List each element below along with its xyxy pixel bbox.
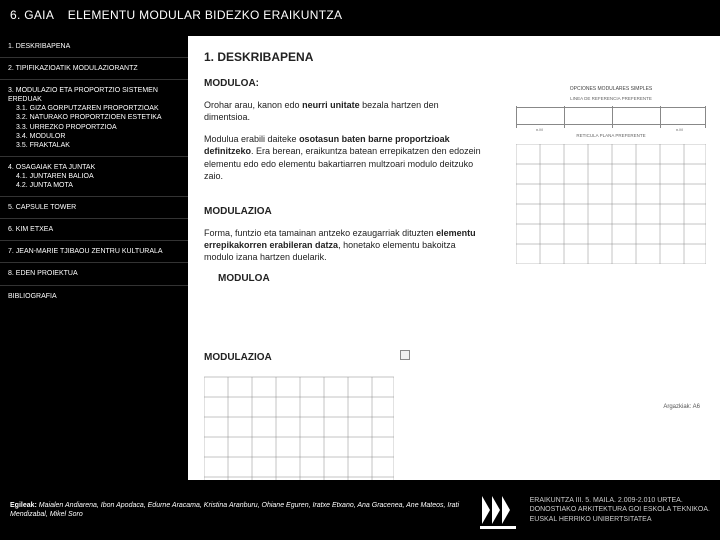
image-credits: Argazkiak: A6 (663, 404, 700, 410)
nav-sub: 4.1. JUNTAREN BALIOA (8, 172, 180, 181)
diagram-title: OPCIONES MODULARES SIMPLES (516, 86, 706, 92)
nav-item-4[interactable]: 4. OSAGAIAK ETA JUNTAK 4.1. JUNTAREN BAL… (0, 157, 188, 197)
main-content: 1. DESKRIBAPENA MODULOA: Orohar arau, ka… (188, 36, 720, 480)
course-line: EUSKAL HERRIKO UNIBERTSITATEA (530, 515, 710, 524)
nav-item-5[interactable]: 5. CAPSULE TOWER (0, 197, 188, 219)
line-diagram: n.M n.M (516, 107, 706, 125)
course-line: ERAIKUNTZA III. 5. MAILA. 2.009-2.010 UR… (530, 496, 710, 505)
small-square-icon (400, 350, 410, 360)
chapter-title: ELEMENTU MODULAR BIDEZKO ERAIKUNTZA (68, 8, 343, 22)
section-label-moduloa: MODULOA: (204, 78, 484, 89)
nav-item-6[interactable]: 6. KIM ETXEA (0, 219, 188, 241)
nav-sub: 3.4. MODULOR (8, 132, 180, 141)
nav-item-8[interactable]: 8. EDEN PROIEKTUA (0, 263, 188, 285)
nav-label: 4. OSAGAIAK ETA JUNTAK (8, 164, 95, 171)
nav-label: 5. CAPSULE TOWER (8, 204, 76, 211)
nav-item-bib[interactable]: BIBLIOGRAFIA (0, 286, 188, 307)
grid-diagram-bottom: MODULAZIOA (204, 346, 394, 486)
nav-sub: 3.5. FRAKTALAK (8, 141, 180, 150)
grid-subtitle: RETICULA PLANA PREFERENTE (516, 133, 706, 138)
nm-label: n.M (536, 127, 543, 132)
page-title: 1. DESKRIBAPENA (204, 50, 704, 64)
nav-item-2[interactable]: 2. TIPIFIKAZIOATIK MODULAZIORANTZ (0, 58, 188, 80)
paragraph-1: Orohar arau, kanon edo neurri unitate be… (204, 99, 484, 123)
footer-bar: Egileak: Maialen Andiarena, Ibon Apodaca… (0, 480, 720, 540)
authors-text: Egileak: Maialen Andiarena, Ibon Apodaca… (10, 501, 466, 519)
section-label-modulazioa: MODULAZIOA (204, 206, 484, 217)
nav-sub: 3.3. URREZKO PROPORTZIOA (8, 123, 180, 132)
upv-logo-icon (476, 488, 520, 532)
diagram-panel: OPCIONES MODULARES SIMPLES LINEA DE REFE… (516, 86, 706, 264)
nav-sub: 4.2. JUNTA MOTA (8, 181, 180, 190)
nav-sub: 3.1. GIZA GORPUTZAREN PROPORTZIOAK (8, 104, 180, 113)
course-info: ERAIKUNTZA III. 5. MAILA. 2.009-2.010 UR… (530, 496, 710, 523)
chapter-number: 6. GAIA (10, 8, 54, 22)
indent-modulazioa: MODULAZIOA (204, 352, 394, 363)
nav-item-1[interactable]: 1. DESKRIBAPENA (0, 36, 188, 58)
nav-label: 1. DESKRIBAPENA (8, 43, 70, 50)
nav-item-7[interactable]: 7. JEAN-MARIE TJIBAOU ZENTRU KULTURALA (0, 241, 188, 263)
nav-label: 8. EDEN PROIEKTUA (8, 270, 78, 277)
grid-diagram-top (516, 144, 706, 264)
nav-label: 6. KIM ETXEA (8, 226, 53, 233)
nav-label: 3. MODULAZIO ETA PROPORTZIO SISTEMEN ERE… (8, 87, 158, 103)
paragraph-3: Forma, funtzio eta tamainan antzeko ezau… (204, 227, 484, 263)
nav-label: 2. TIPIFIKAZIOATIK MODULAZIORANTZ (8, 65, 138, 72)
nav-sub: 3.2. NATURAKO PROPORTZIOEN ESTETIKA (8, 113, 180, 122)
header-bar: 6. GAIA ELEMENTU MODULAR BIDEZKO ERAIKUN… (0, 0, 720, 30)
nm-label: n.M (676, 127, 683, 132)
nav-item-3[interactable]: 3. MODULAZIO ETA PROPORTZIO SISTEMEN ERE… (0, 80, 188, 157)
sidebar-nav: 1. DESKRIBAPENA 2. TIPIFIKAZIOATIK MODUL… (0, 36, 188, 480)
nav-label: BIBLIOGRAFIA (8, 293, 57, 300)
indent-moduloa: MODULOA (218, 273, 484, 284)
course-line: DONOSTIAKO ARKITEKTURA GOI ESKOLA TEKNIK… (530, 505, 710, 514)
paragraph-2: Modulua erabili daiteke osotasun baten b… (204, 133, 484, 182)
diagram-subtitle: LINEA DE REFERENCIA PREFERENTE (516, 96, 706, 101)
nav-label: 7. JEAN-MARIE TJIBAOU ZENTRU KULTURALA (8, 248, 163, 255)
